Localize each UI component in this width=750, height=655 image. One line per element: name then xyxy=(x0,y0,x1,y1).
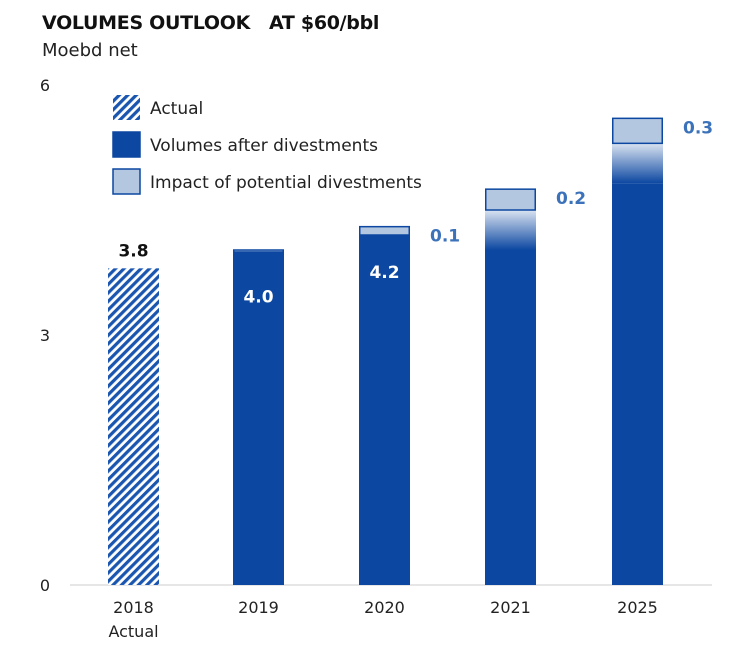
x-tick-label: 2020 xyxy=(364,598,405,617)
data-label: 3.8 xyxy=(118,241,148,261)
bar-impact xyxy=(233,249,284,253)
bar-actual xyxy=(108,268,159,585)
legend-label: Actual xyxy=(150,99,203,119)
y-tick-label: 6 xyxy=(40,76,50,95)
legend-swatch xyxy=(112,131,141,158)
legend-label: Impact of potential divestments xyxy=(150,173,422,193)
bar-impact xyxy=(612,117,663,145)
x-tick-label: 2018 xyxy=(113,598,154,617)
y-tick-label: 3 xyxy=(40,326,50,345)
x-tick-label: 2019 xyxy=(238,598,279,617)
bar-impact xyxy=(359,225,410,236)
legend-swatch xyxy=(112,168,141,195)
legend-swatch xyxy=(113,95,140,120)
y-tick-label: 0 xyxy=(40,576,50,595)
bar-volumes xyxy=(233,251,284,585)
x-tick-label: 2025 xyxy=(617,598,658,617)
legend-label: Volumes after divestments xyxy=(150,136,378,156)
impact-label: 0.1 xyxy=(430,227,460,247)
data-label: 4.2 xyxy=(369,263,399,283)
chart-title: VOLUMES OUTLOOK AT $60/bbl xyxy=(42,12,380,34)
x-tick-sublabel: Actual xyxy=(108,622,158,641)
chart-subtitle: Moebd net xyxy=(42,40,138,61)
x-tick-label: 2021 xyxy=(490,598,531,617)
impact-label: 0.2 xyxy=(556,189,586,209)
bar-volumes-fade xyxy=(485,210,536,250)
bar-volumes-fade xyxy=(612,143,663,184)
bar-volumes xyxy=(612,183,663,586)
bar-impact xyxy=(485,188,536,211)
bar-volumes xyxy=(485,250,536,585)
impact-label: 0.3 xyxy=(683,118,713,138)
data-label: 4.0 xyxy=(243,288,273,308)
bar-volumes xyxy=(359,235,410,585)
